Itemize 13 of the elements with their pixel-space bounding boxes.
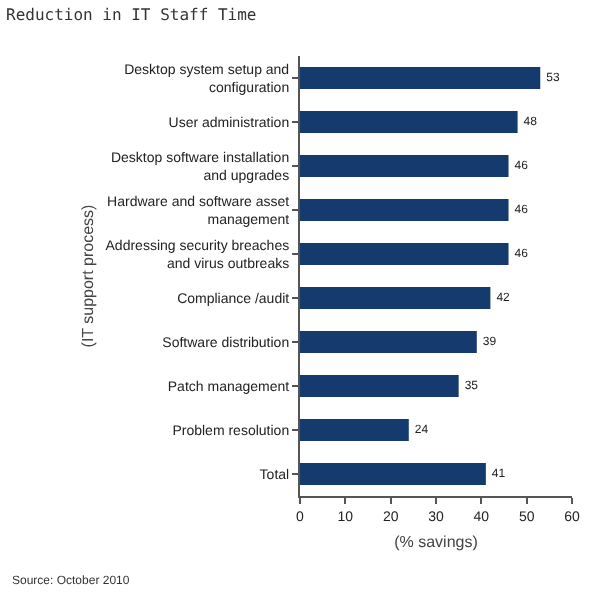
bar (300, 287, 491, 309)
bar (300, 243, 509, 265)
bar (300, 199, 509, 221)
bar (300, 67, 541, 89)
bar (300, 375, 459, 397)
bar (300, 463, 486, 485)
bar (300, 331, 477, 353)
y-axis-title: (IT support process) (78, 203, 97, 348)
bar (300, 111, 518, 133)
text: Reduction in IT Staff Time (6, 6, 257, 25)
bar (300, 155, 509, 177)
x-axis-title: (% savings) (394, 533, 479, 551)
bar (300, 419, 409, 441)
